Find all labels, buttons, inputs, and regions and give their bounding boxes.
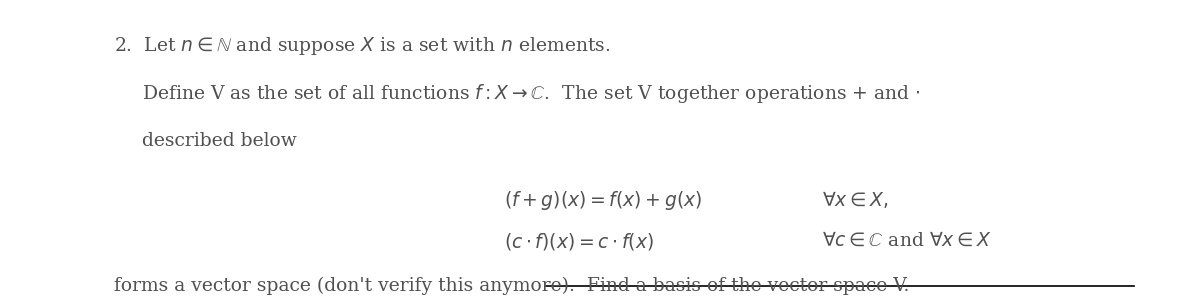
Text: described below: described below — [142, 131, 296, 150]
Text: Define V as the set of all functions $f : X \to \mathbb{C}$.  The set V together: Define V as the set of all functions $f … — [142, 82, 920, 105]
Text: $(f + g)(x) = f(x) + g(x)$: $(f + g)(x) = f(x) + g(x)$ — [504, 189, 702, 212]
Text: 2.  Let $n \in \mathbb{N}$ and suppose $X$ is a set with $n$ elements.: 2. Let $n \in \mathbb{N}$ and suppose $X… — [114, 35, 611, 57]
Text: $\forall c \in \mathbb{C}$ and $\forall x \in X$: $\forall c \in \mathbb{C}$ and $\forall … — [822, 231, 992, 249]
Text: $\forall x \in X,$: $\forall x \in X,$ — [822, 189, 888, 209]
Text: forms a vector space (don't verify this anymore).  Find a basis of the vector sp: forms a vector space (don't verify this … — [114, 276, 910, 294]
Text: $(c \cdot f)(x) = c \cdot f(x)$: $(c \cdot f)(x) = c \cdot f(x)$ — [504, 231, 654, 252]
